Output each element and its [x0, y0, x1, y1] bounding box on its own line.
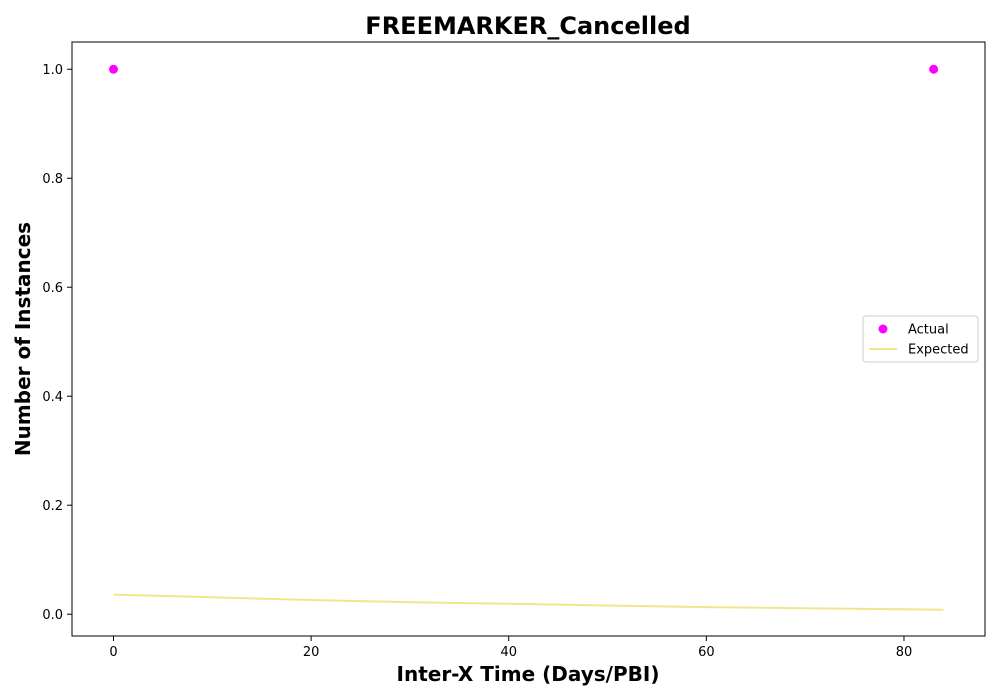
- series-line-expected: [113, 593, 944, 611]
- x-tick-label-1: 20: [303, 645, 320, 660]
- legend-label-actual: Actual: [908, 323, 949, 338]
- y-tick-label-3: 0.6: [42, 281, 63, 296]
- y-axis-label: Number of Instances: [11, 222, 35, 456]
- y-tick-label-5: 1.0: [42, 63, 63, 78]
- y-tick-label-0: 0.0: [42, 608, 63, 623]
- legend: Actual Expected: [862, 315, 979, 363]
- y-tick-label-4: 0.8: [42, 172, 63, 187]
- x-tick-label-4: 80: [896, 645, 913, 660]
- data-point-actual-0: [109, 64, 118, 74]
- y-tick-label-2: 0.4: [42, 390, 63, 405]
- legend-box: [862, 315, 979, 363]
- axes-frame: [71, 41, 986, 637]
- legend-swatch-actual: [878, 324, 888, 334]
- data-point-actual-1: [929, 64, 939, 74]
- chart-title: FREEMARKER_Cancelled: [365, 12, 690, 40]
- x-axis-label: Inter-X Time (Days/PBI): [397, 662, 660, 686]
- legend-label-expected: Expected: [908, 343, 969, 358]
- x-tick-label-3: 60: [698, 645, 715, 660]
- plot-area: 0 20 40 60 80 0.0 0.2 0.4 0.6 0.8 1.0 Actual Expecte…: [42, 41, 986, 660]
- x-tick-label-0: 0: [109, 645, 117, 660]
- y-tick-label-1: 0.2: [42, 499, 63, 514]
- x-tick-label-2: 40: [500, 645, 517, 660]
